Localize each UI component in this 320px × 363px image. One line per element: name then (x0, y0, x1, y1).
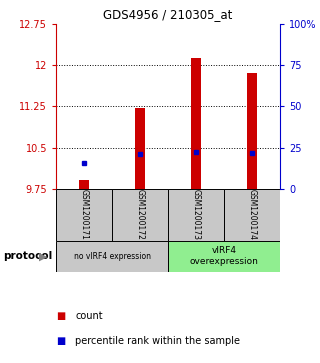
Text: GSM1200173: GSM1200173 (191, 189, 201, 240)
Text: protocol: protocol (3, 251, 52, 261)
Text: GSM1200171: GSM1200171 (79, 189, 89, 240)
Text: no vIRF4 expression: no vIRF4 expression (74, 252, 150, 261)
Bar (168, 241, 280, 272)
Bar (79, 180, 89, 189)
Bar (224, 189, 280, 241)
Bar (168, 189, 224, 241)
Text: GSM1200172: GSM1200172 (135, 189, 145, 240)
Bar (56, 189, 112, 241)
Bar (135, 108, 145, 189)
Text: count: count (75, 311, 103, 321)
Bar (112, 189, 168, 241)
Bar (247, 73, 257, 189)
Bar (56, 241, 168, 272)
Text: percentile rank within the sample: percentile rank within the sample (75, 336, 240, 346)
Text: ■: ■ (56, 311, 65, 321)
Bar (191, 58, 201, 189)
Text: ■: ■ (56, 336, 65, 346)
Text: GSM1200174: GSM1200174 (247, 189, 257, 240)
Text: ▶: ▶ (39, 251, 47, 261)
Title: GDS4956 / 210305_at: GDS4956 / 210305_at (103, 8, 233, 21)
Text: vIRF4
overexpression: vIRF4 overexpression (189, 246, 259, 266)
